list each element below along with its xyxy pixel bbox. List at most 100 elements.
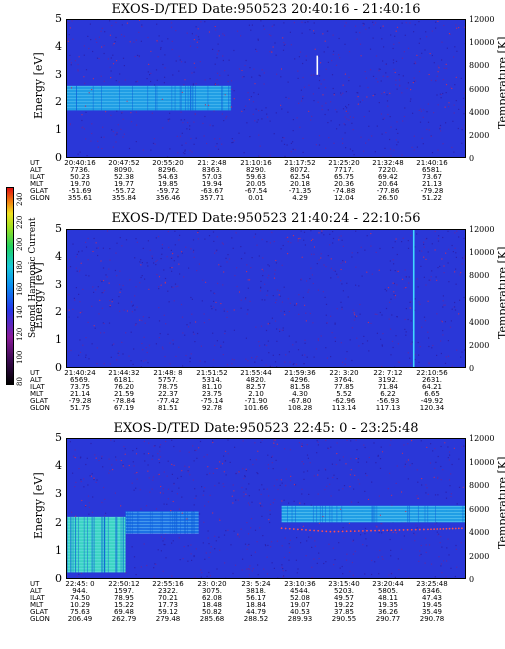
noise-dot	[185, 354, 187, 357]
noise-dot	[78, 354, 80, 356]
temperature-noise-dot	[245, 493, 247, 495]
noise-dot	[339, 459, 341, 461]
noise-dot	[311, 566, 313, 568]
noise-dot	[132, 304, 134, 306]
noise-dot	[67, 21, 69, 23]
noise-dot	[393, 43, 395, 45]
noise-dot	[138, 55, 140, 57]
ephemeris-cell: 7736.	[69, 166, 91, 174]
noise-dot	[437, 240, 440, 242]
noise-dot	[143, 440, 145, 442]
ephemeris-cell: -79.28	[68, 397, 92, 405]
ephemeris-cell: 78.95	[113, 594, 135, 602]
noise-dot	[248, 543, 250, 545]
noise-dot	[269, 521, 271, 524]
ephemeris-cell: 6181.	[113, 376, 135, 384]
noise-dot	[326, 485, 328, 488]
noise-dot	[77, 63, 79, 66]
temperature-noise-dot	[322, 515, 324, 518]
noise-dot	[352, 129, 354, 131]
ephemeris-cell: 17.73	[157, 601, 179, 609]
noise-dot	[369, 48, 372, 50]
noise-dot	[214, 63, 216, 65]
noise-dot	[365, 472, 367, 475]
temperature-noise-dot	[112, 469, 114, 471]
noise-dot	[342, 245, 344, 247]
ephemeris-cell: -79.28	[420, 187, 444, 195]
noise-dot	[73, 297, 75, 299]
noise-dot	[68, 351, 70, 353]
temperature-noise-dot	[317, 474, 319, 476]
noise-dot	[410, 362, 412, 364]
temperature-noise-dot	[113, 43, 115, 45]
noise-dot	[377, 556, 379, 558]
noise-dot	[454, 306, 456, 308]
noise-dot	[335, 463, 337, 466]
noise-dot	[228, 59, 230, 61]
noise-dot	[425, 551, 427, 553]
noise-dot	[444, 362, 447, 364]
colorbar-tick: 120	[16, 327, 24, 341]
noise-dot	[378, 573, 380, 575]
noise-dot	[164, 544, 166, 546]
noise-dot	[355, 230, 357, 232]
temperature-noise-dot	[223, 471, 225, 473]
noise-dot	[414, 309, 416, 311]
noise-dot	[104, 31, 106, 33]
noise-dot	[248, 495, 250, 497]
noise-dot	[68, 294, 70, 296]
noise-dot	[290, 242, 292, 244]
noise-dot	[440, 536, 442, 538]
noise-dot	[118, 350, 120, 352]
noise-dot	[118, 354, 120, 356]
noise-dot	[293, 363, 295, 365]
noise-dot	[386, 100, 389, 102]
noise-dot	[155, 69, 158, 71]
noise-dot	[409, 357, 411, 359]
noise-dot	[271, 50, 273, 52]
noise-dot	[387, 530, 389, 532]
temperature-noise-dot	[126, 310, 128, 312]
noise-dot	[261, 439, 263, 441]
noise-dot	[201, 300, 203, 302]
noise-dot	[408, 282, 410, 284]
ephemeris-cell: 22:50:12	[108, 580, 140, 588]
noise-dot	[231, 138, 233, 140]
noise-dot	[410, 98, 412, 100]
temperature-noise-dot	[158, 473, 160, 475]
temperature-noise-dot	[320, 257, 322, 259]
noise-dot	[437, 149, 439, 151]
ephemeris-cell: 23: 5:24	[241, 580, 271, 588]
noise-dot	[308, 289, 310, 291]
noise-dot	[112, 44, 114, 46]
noise-dot	[419, 555, 421, 557]
noise-dot	[268, 467, 270, 469]
noise-dot	[421, 326, 423, 328]
noise-dot	[248, 574, 250, 576]
noise-dot	[232, 141, 234, 143]
noise-dot	[231, 237, 233, 239]
noise-dot	[385, 72, 387, 74]
noise-dot	[421, 137, 423, 139]
noise-dot	[163, 538, 165, 540]
noise-dot	[300, 279, 302, 281]
noise-dot	[283, 44, 285, 46]
temperature-noise-dot	[148, 63, 150, 65]
noise-dot	[336, 273, 338, 275]
temperature-noise-dot	[68, 309, 70, 311]
noise-dot	[223, 534, 226, 536]
temperature-tick-label: 8000	[469, 61, 490, 71]
ephemeris-cell: 1597.	[113, 587, 135, 595]
noise-dot	[87, 237, 89, 240]
noise-dot	[84, 505, 87, 507]
noise-dot	[273, 440, 275, 442]
noise-dot	[451, 365, 453, 367]
noise-dot	[340, 235, 342, 237]
noise-dot	[124, 79, 126, 81]
noise-dot	[271, 462, 273, 464]
noise-dot	[458, 236, 460, 238]
noise-dot	[418, 560, 420, 562]
ephemeris-row-label: UT	[30, 369, 40, 377]
temperature-point	[317, 529, 320, 532]
noise-dot	[300, 278, 302, 280]
